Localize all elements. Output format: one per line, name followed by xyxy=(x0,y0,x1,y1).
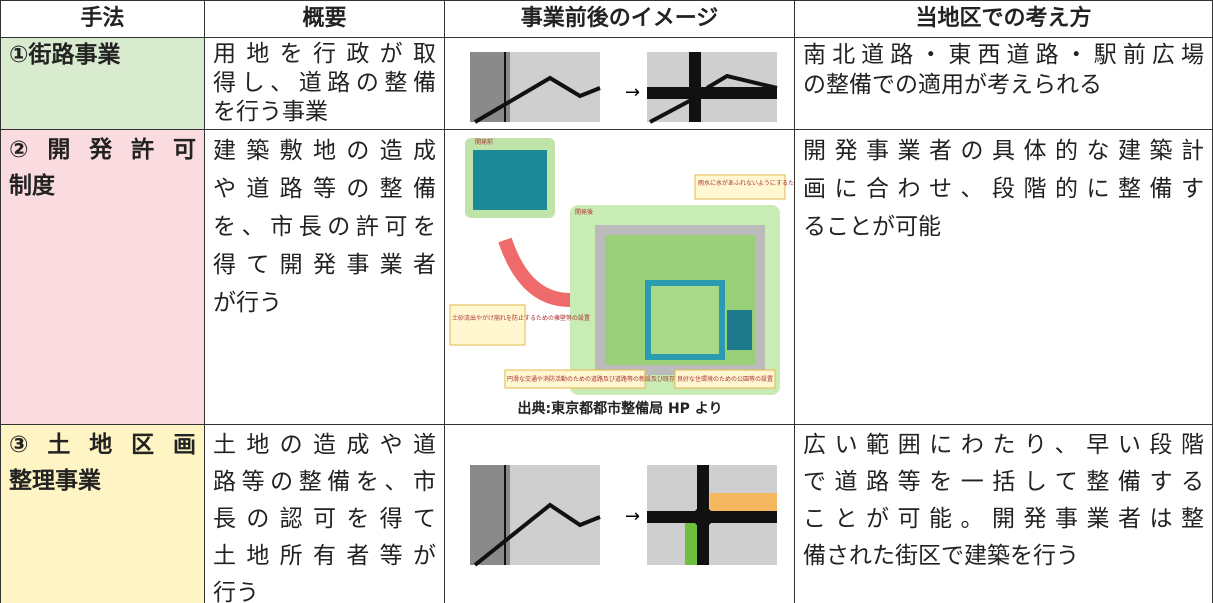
approach-line: 開発事業者の具体的な建築計 xyxy=(803,138,1204,164)
method-text: ③土地区画 xyxy=(9,432,196,458)
approach-line: 備された街区で建築を行う xyxy=(803,543,1079,569)
image-cell: → xyxy=(445,425,795,603)
approach-line: の整備での適用が考えられる xyxy=(803,72,1102,98)
summary-line: 建築敷地の造成 xyxy=(213,138,436,164)
summary-cell: 土地の造成や道 路等の整備を、市 長の認可を得て 土地所有者等が 行う xyxy=(205,425,445,603)
summary-line: 土地所有者等が xyxy=(213,543,436,569)
summary-cell: 建築敷地の造成 や道路等の整備 を、市長の許可を 得て開発事業者 が行う xyxy=(205,130,445,425)
summary-line: 長の認可を得て xyxy=(213,506,436,532)
illustration-label: 雨水に水があふれないようにするための排水施設の整備 xyxy=(698,179,795,187)
method-cell: ②開発許可 制度 xyxy=(0,130,205,425)
summary-line: を、市長の許可を xyxy=(213,214,436,240)
illustration-label: 良好な住環境のための公園等の設置 xyxy=(677,375,773,383)
image-cell: → xyxy=(445,38,795,130)
method-text: ①街路事業 xyxy=(9,42,121,68)
illustration-label: 開発前 xyxy=(475,138,493,146)
development-illustration: 開発前 開発後 雨水に水があふれないようにするための排水施設の整備 土砂流出やが… xyxy=(449,138,795,417)
method-text: 制度 xyxy=(9,173,55,199)
summary-line: や道路等の整備 xyxy=(213,176,436,202)
method-cell: ③土地区画 整理事業 xyxy=(0,425,205,603)
summary-line: 行う xyxy=(213,580,259,603)
image-cell: 開発前 開発後 雨水に水があふれないようにするための排水施設の整備 土砂流出やが… xyxy=(445,130,795,425)
illustration-label: 円滑な交通や消防活動のための道路及び道路等の新設及び既存道路の拡幅 xyxy=(507,375,705,383)
approach-cell: 開発事業者の具体的な建築計 画に合わせ、段階的に整備す ることが可能 xyxy=(795,130,1213,425)
method-text: 整理事業 xyxy=(9,468,101,494)
road-diagram: → xyxy=(470,465,777,567)
approach-line: 南北道路・東西道路・駅前広場 xyxy=(803,42,1204,68)
summary-line: 得て開発事業者 xyxy=(213,252,436,278)
summary-line: を行う事業 xyxy=(213,99,328,125)
road-diagram: → xyxy=(470,52,778,124)
summary-cell: 用地を行政が取 得し、道路の整備 を行う事業 xyxy=(205,38,445,130)
summary-line: 用地を行政が取 xyxy=(213,41,436,67)
header-cell: 概要 xyxy=(205,0,445,38)
summary-line: 得し、道路の整備 xyxy=(213,70,436,96)
approach-line: ることが可能 xyxy=(803,214,941,240)
summary-line: が行う xyxy=(213,290,282,316)
header-cell: 当地区での考え方 xyxy=(795,0,1213,38)
header-cell: 事業前後のイメージ xyxy=(445,0,795,38)
approach-cell: 南北道路・東西道路・駅前広場 の整備での適用が考えられる xyxy=(795,38,1213,130)
approach-line: ことが可能。開発事業者は整 xyxy=(803,506,1204,532)
image-caption: 出典:東京都都市整備局 HP より xyxy=(517,400,722,417)
method-text: ②開発許可 xyxy=(9,137,196,163)
arrow: → xyxy=(625,506,640,527)
approach-line: で道路等を一括して整備する xyxy=(803,469,1204,495)
illustration-label: 開発後 xyxy=(575,208,593,216)
summary-line: 路等の整備を、市 xyxy=(213,469,436,495)
header-cell: 手法 xyxy=(0,0,205,38)
approach-line: 広い範囲にわたり、早い段階 xyxy=(803,432,1204,458)
summary-line: 土地の造成や道 xyxy=(213,432,436,458)
arrow: → xyxy=(625,82,640,103)
approach-line: 画に合わせ、段階的に整備す xyxy=(803,176,1204,202)
method-cell: ①街路事業 xyxy=(0,38,205,130)
approach-cell: 広い範囲にわたり、早い段階 で道路等を一括して整備する ことが可能。開発事業者は… xyxy=(795,425,1213,603)
illustration-label: 土砂流出やがけ崩れを防止するための擁壁等の設置 xyxy=(452,314,590,322)
